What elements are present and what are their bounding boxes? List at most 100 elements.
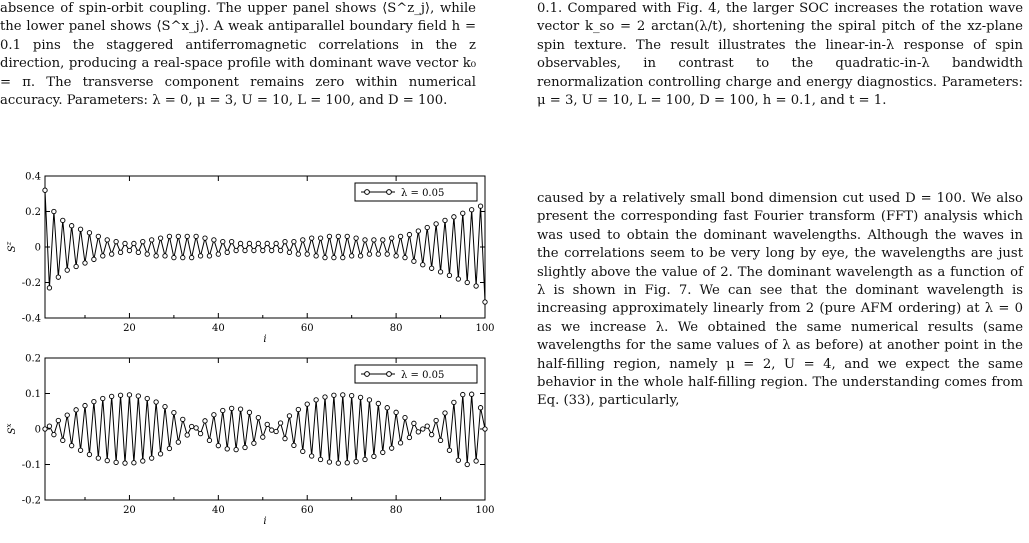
y-tick-label: 0.2 [25, 354, 41, 365]
data-point [437, 437, 444, 444]
y-tick-label: 0 [35, 425, 41, 436]
data-point [331, 255, 337, 261]
data-point [51, 432, 57, 438]
data-point [286, 249, 293, 255]
data-point [104, 457, 110, 464]
data-point [126, 247, 133, 254]
data-point [100, 253, 106, 259]
series-line [44, 394, 486, 465]
data-point [460, 391, 466, 398]
data-point [184, 233, 190, 240]
y-axis-label: Sz [5, 241, 18, 252]
data-point [273, 428, 279, 435]
data-point [215, 443, 221, 449]
data-point [313, 397, 319, 403]
data-point [171, 255, 177, 261]
data-point [437, 269, 444, 275]
legend-label: λ = 0.05 [401, 370, 444, 381]
data-point [91, 399, 97, 405]
data-point [326, 459, 333, 465]
data-point [166, 445, 173, 452]
data-point [211, 237, 217, 243]
data-point [69, 223, 75, 229]
data-point [264, 240, 270, 247]
x-tick-label: 40 [212, 323, 225, 334]
x-axis-label: i [263, 516, 266, 527]
y-tick-label: 0 [35, 243, 41, 254]
data-point [153, 399, 159, 405]
data-point [295, 406, 301, 413]
data-point [384, 405, 390, 411]
data-point [157, 235, 164, 241]
right-caption-text: 0.1. Compared with Fig. 4, the larger SO… [537, 1, 1023, 109]
data-point [273, 240, 279, 247]
data-point [380, 237, 386, 243]
data-point [251, 440, 257, 446]
data-point [344, 233, 350, 240]
data-point [140, 239, 146, 245]
data-point [140, 458, 146, 464]
data-point [277, 420, 284, 426]
data-point [264, 421, 270, 428]
data-point [424, 224, 430, 231]
data-point [197, 430, 204, 437]
data-point [482, 426, 488, 432]
data-point [446, 272, 453, 279]
data-point [211, 412, 217, 418]
data-point [433, 417, 439, 424]
figure-spin-profiles: 0.4 0.2 0 -0.2 -0.4 20 40 60 80 100 i Sz λ = 0.05 0.2… [0, 168, 500, 538]
data-point [220, 239, 226, 245]
data-point [309, 235, 315, 241]
data-point [317, 456, 324, 463]
data-point [362, 237, 368, 243]
data-point [246, 409, 253, 415]
data-point [260, 247, 266, 254]
x-tick-label: 100 [475, 505, 494, 516]
data-point [473, 458, 479, 464]
data-point [206, 437, 213, 444]
data-point [402, 255, 408, 261]
data-point [442, 217, 448, 224]
data-point [149, 455, 155, 461]
data-point [109, 251, 115, 257]
data-point [42, 187, 48, 193]
data-point [300, 448, 306, 455]
data-point [344, 460, 350, 466]
data-point [224, 249, 230, 255]
data-point [171, 410, 177, 416]
data-point [60, 217, 66, 224]
chart-panel-1: 0.4 0.2 0 -0.2 -0.4 20 40 60 80 100 i Sz λ = 0.05 [5, 172, 495, 346]
data-point [144, 251, 150, 257]
data-point [202, 235, 208, 241]
data-point [366, 397, 373, 403]
x-tick-label: 100 [475, 323, 494, 334]
data-point [473, 283, 479, 289]
data-point [335, 233, 341, 240]
data-point [406, 434, 413, 441]
x-tick-label: 80 [390, 505, 403, 516]
data-point [224, 446, 230, 452]
y-tick-label: 0.2 [25, 207, 41, 218]
data-point [180, 416, 186, 423]
data-point [51, 208, 57, 215]
data-point [402, 414, 408, 421]
data-point [77, 226, 84, 232]
data-point [131, 460, 137, 466]
right-figure-caption: 0.1. Compared with Fig. 4, the larger SO… [537, 0, 1023, 110]
data-point [73, 407, 79, 413]
legend-marker [386, 371, 392, 377]
data-point [189, 255, 195, 261]
legend-box [354, 182, 478, 202]
data-point [411, 420, 417, 426]
data-point [389, 445, 395, 451]
data-point [166, 233, 173, 240]
data-point [237, 406, 244, 412]
data-point [397, 233, 404, 240]
data-point [113, 459, 119, 466]
data-point [375, 400, 381, 407]
left-caption-text: absence of spin-orbit coupling. The uppe… [0, 1, 476, 109]
data-point [269, 247, 275, 254]
x-tick-label: 80 [390, 323, 403, 334]
data-point [384, 251, 390, 257]
data-point [357, 394, 364, 401]
